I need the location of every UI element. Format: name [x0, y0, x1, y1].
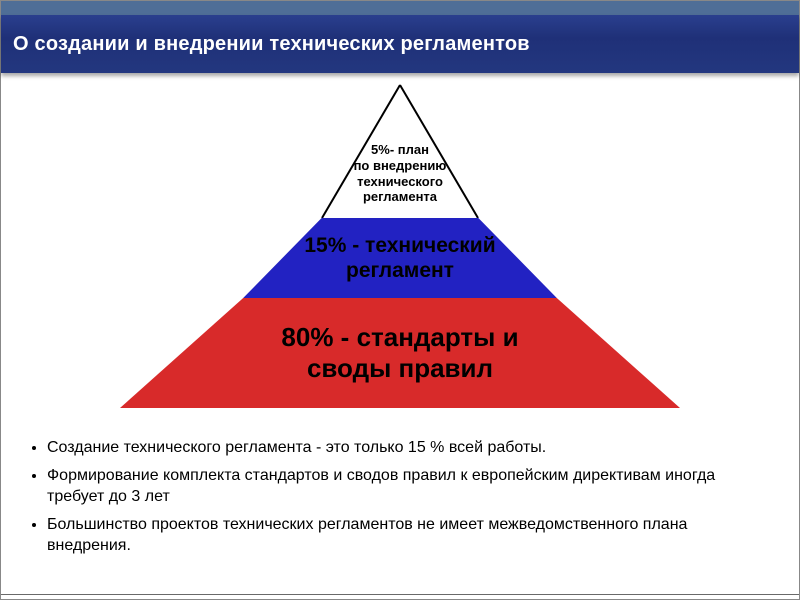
pyramid-level-top: 5%- план по внедрению технического регла… — [120, 83, 680, 218]
pyramid-top-label: 5%- план по внедрению технического регла… — [322, 138, 478, 208]
list-item: Создание технического регламента - это т… — [47, 437, 775, 459]
page-title: О создании и внедрении технических регла… — [13, 33, 530, 56]
list-item: Большинство проектов технических регламе… — [47, 514, 775, 557]
pyramid-bottom-label: 80% - стандарты и своды правил — [212, 318, 588, 388]
pyramid-level-middle: 15% - технический регламент — [120, 218, 680, 298]
bottom-divider — [1, 594, 799, 595]
pyramid: 5%- план по внедрению технического регла… — [120, 83, 680, 413]
list-item: Формирование комплекта стандартов и свод… — [47, 465, 775, 508]
title-bar: О создании и внедрении технических регла… — [1, 15, 799, 73]
slide-page: О создании и внедрении технических регла… — [0, 0, 800, 600]
pyramid-area: 5%- план по внедрению технического регла… — [1, 83, 799, 443]
bullet-list: Создание технического регламента - это т… — [25, 431, 775, 563]
pyramid-level-bottom: 80% - стандарты и своды правил — [120, 298, 680, 408]
top-strip — [1, 1, 799, 15]
pyramid-middle-label: 15% - технический регламент — [252, 229, 548, 287]
bullet-ul: Создание технического регламента - это т… — [25, 437, 775, 557]
